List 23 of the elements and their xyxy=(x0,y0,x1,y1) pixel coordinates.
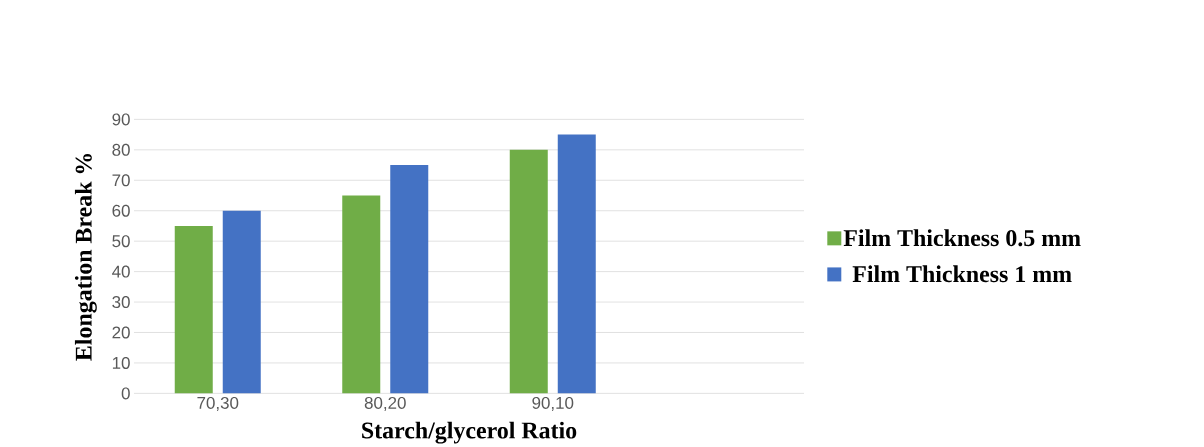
bar xyxy=(557,134,596,394)
legend-label: Film Thickness 1 mm xyxy=(852,265,1072,283)
y-tick-label: 0 xyxy=(121,387,130,400)
bar xyxy=(342,195,381,394)
y-tick-label: 50 xyxy=(112,235,130,248)
x-tick-label: 70,30 xyxy=(197,396,239,411)
y-tick-label: 40 xyxy=(112,265,130,278)
y-tick-label: 20 xyxy=(112,326,130,339)
y-tick-label: 90 xyxy=(112,113,130,126)
x-tick-label: 80,20 xyxy=(364,396,406,411)
y-tick-label: 80 xyxy=(112,143,130,156)
x-axis-title: Starch/glycerol Ratio xyxy=(362,421,577,444)
bar xyxy=(174,225,213,394)
bar xyxy=(509,149,548,394)
x-tick-label: 90,10 xyxy=(532,396,574,411)
bar xyxy=(222,210,261,394)
y-tick-label: 60 xyxy=(112,204,130,217)
legend-label: Film Thickness 0.5 mm xyxy=(843,229,1081,247)
y-axis-title: Elongation Break % xyxy=(74,153,97,361)
y-tick-label: 70 xyxy=(112,174,130,187)
bar xyxy=(390,165,429,394)
y-tick-label: 10 xyxy=(112,356,130,369)
y-tick-label: 30 xyxy=(112,296,130,309)
